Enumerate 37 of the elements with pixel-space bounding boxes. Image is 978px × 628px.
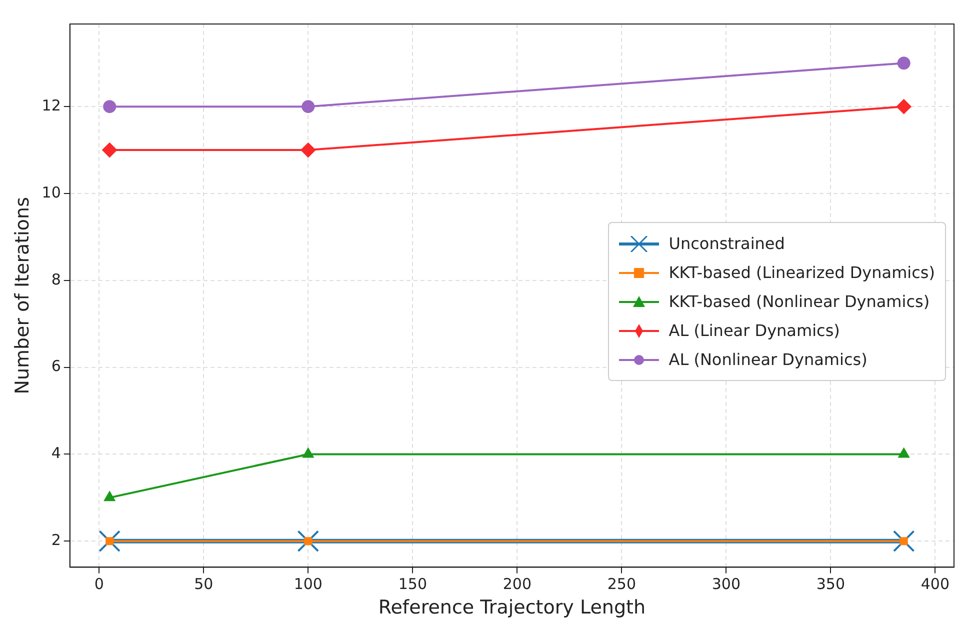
point bbox=[897, 56, 910, 70]
x-tick-label: 0 bbox=[94, 575, 104, 594]
y-tick-label: 10 bbox=[42, 183, 61, 202]
y-tick-label: 8 bbox=[51, 270, 61, 288]
point bbox=[302, 100, 315, 114]
point bbox=[896, 99, 912, 114]
legend-label: AL (Nonlinear Dynamics) bbox=[668, 350, 868, 369]
point bbox=[900, 537, 908, 546]
point bbox=[297, 530, 320, 552]
y-tick-label: 4 bbox=[51, 444, 61, 462]
legend-label: AL (Linear Dynamics) bbox=[668, 321, 840, 340]
point bbox=[300, 142, 316, 158]
legend-label: Unconstrained bbox=[668, 234, 785, 253]
point bbox=[302, 448, 314, 458]
x-tick-label: 50 bbox=[194, 575, 214, 594]
point bbox=[102, 142, 118, 158]
x-axis-title: Reference Trajectory Length bbox=[378, 596, 646, 619]
x-tick-label: 400 bbox=[920, 575, 950, 594]
point bbox=[104, 491, 116, 502]
point bbox=[898, 448, 910, 458]
point bbox=[304, 537, 312, 546]
x-tick-label: 300 bbox=[712, 575, 740, 594]
x-tick-label: 200 bbox=[502, 575, 532, 594]
point bbox=[106, 537, 114, 546]
x-tick-label: 250 bbox=[607, 575, 636, 594]
x-tick-label: 100 bbox=[294, 575, 322, 594]
y-axis-title: Number of Iterations bbox=[11, 196, 34, 394]
legend-label: KKT-based (Nonlinear Dynamics) bbox=[668, 292, 930, 311]
x-tick-label: 350 bbox=[816, 575, 846, 594]
legend-label: KKT-based (Linearized Dynamics) bbox=[668, 263, 935, 282]
point bbox=[103, 100, 116, 114]
x-tick-label: 150 bbox=[398, 575, 427, 594]
y-tick-label: 12 bbox=[42, 96, 61, 114]
point bbox=[98, 530, 120, 552]
y-tick-label: 2 bbox=[51, 531, 61, 550]
y-tick-label: 6 bbox=[51, 357, 61, 376]
point bbox=[892, 530, 915, 552]
